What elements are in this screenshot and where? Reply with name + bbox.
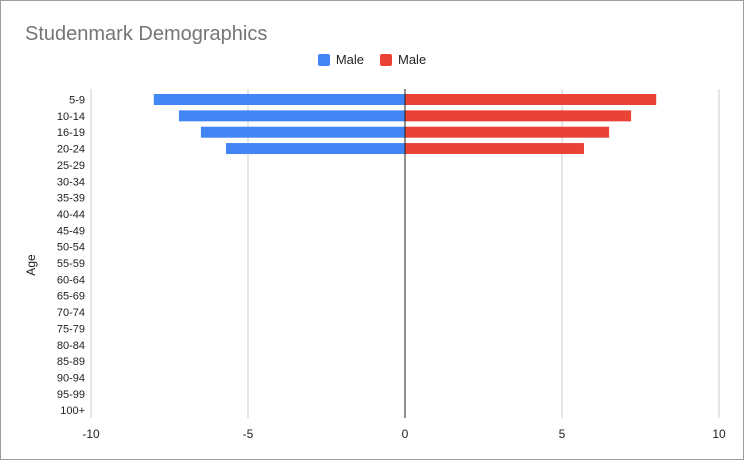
axes: -10 -5 0 5 10 5-9 10-14 16-19 20-24 25-29 30-34 35-… [57,89,726,441]
x-tick-label-0: -10 [82,427,100,441]
y-tick-label-9: 50-54 [57,242,85,254]
y-tick-label-15: 80-84 [57,340,85,352]
y-tick-label-2: 16-19 [57,127,85,139]
y-tick-label-7: 40-44 [57,209,85,221]
bars [153,94,657,155]
y-tick-label-0: 5-9 [69,95,85,107]
legend: Male Male [1,52,743,67]
x-tick-label-4: 10 [712,427,726,441]
y-tick-label-4: 25-29 [57,160,85,172]
bar-series2-10-14[interactable] [405,110,632,122]
legend-label-1: Male [335,52,364,67]
y-tick-label-1: 10-14 [57,111,85,123]
y-axis-label: Age [24,254,38,276]
y-tick-label-14: 75-79 [57,323,85,335]
chart-title: Studenmark Demographics [25,23,268,45]
y-tick-label-12: 65-69 [57,291,85,303]
bar-series1-5-9[interactable] [153,94,405,105]
y-tick-label-5: 30-34 [57,176,85,188]
bar-series2-16-19[interactable] [405,126,610,138]
bar-series1-20-24[interactable] [226,143,405,155]
y-tick-label-10: 55-59 [57,258,85,270]
y-tick-label-19: 100+ [60,405,85,417]
x-tick-label-2: 0 [402,427,409,441]
y-tick-label-3: 20-24 [57,144,85,156]
y-tick-label-18: 95-99 [57,389,85,401]
grid-lines [90,89,720,418]
legend-item-1[interactable]: Male [317,52,364,67]
x-tick-label-3: 5 [559,427,566,441]
y-tick-label-16: 85-89 [57,356,85,368]
x-tick-label-1: -5 [243,427,254,441]
bar-series2-5-9[interactable] [405,94,657,105]
y-tick-label-8: 45-49 [57,225,85,237]
legend-swatch-2 [380,53,392,66]
y-tick-label-6: 35-39 [57,193,85,205]
legend-item-2[interactable]: Male [380,52,426,67]
y-tick-label-17: 90-94 [57,372,85,384]
legend-label-2: Male [398,52,427,67]
bar-series1-10-14[interactable] [178,110,405,122]
y-tick-label-11: 60-64 [57,274,85,286]
bar-series1-16-19[interactable] [200,126,405,138]
legend-swatch-1 [317,53,330,66]
y-tick-label-13: 70-74 [57,307,85,319]
bar-series2-20-24[interactable] [405,143,584,155]
